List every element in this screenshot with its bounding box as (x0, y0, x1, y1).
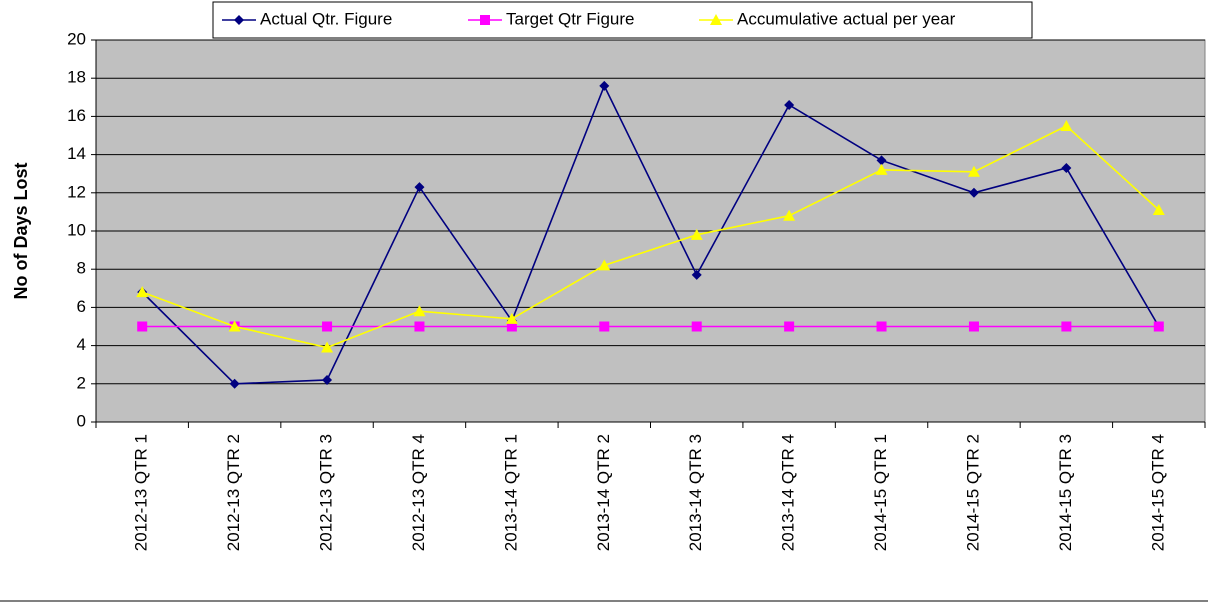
legend-label: Accumulative actual per year (737, 9, 956, 28)
x-tick-label: 2014-15 QTR 2 (963, 434, 982, 551)
y-axis-label: No of Days Lost (11, 162, 31, 299)
marker (480, 15, 490, 25)
marker (1061, 321, 1072, 332)
x-tick-label: 2012-13 QTR 4 (409, 434, 428, 551)
marker (1060, 119, 1073, 131)
marker (136, 286, 149, 298)
marker (414, 182, 425, 193)
series-line (141, 83, 1160, 385)
x-tick-label: 2012-13 QTR 2 (224, 434, 243, 551)
y-tick-label: 12 (67, 182, 86, 201)
marker (968, 187, 979, 198)
marker (599, 80, 610, 91)
x-tick-label: 2013-14 QTR 4 (779, 434, 798, 551)
x-tick-label: 2012-13 QTR 1 (132, 434, 151, 551)
marker (228, 320, 241, 332)
legend: Actual Qtr. Figure Target Qtr Figure Accum… (212, 1, 1033, 39)
marker (506, 321, 517, 332)
marker (876, 155, 887, 166)
y-tick-label: 2 (77, 373, 86, 392)
x-tick-label: 2013-14 QTR 2 (594, 434, 613, 551)
y-tick-label: 8 (77, 259, 86, 278)
legend-label: Target Qtr Figure (506, 9, 635, 28)
marker (784, 99, 795, 110)
marker (234, 15, 244, 25)
marker (599, 321, 610, 332)
marker (710, 14, 722, 25)
legend-box (212, 1, 1033, 39)
y-tick-label: 18 (67, 68, 86, 87)
y-tick-label: 6 (77, 297, 86, 316)
x-tick-label: 2013-14 QTR 1 (501, 434, 520, 551)
x-tick-label: 2014-15 QTR 3 (1056, 434, 1075, 551)
x-tick-label: 2014-15 QTR 4 (1148, 434, 1167, 551)
marker (783, 209, 796, 221)
marker (876, 321, 887, 332)
marker (505, 312, 518, 324)
marker (321, 341, 334, 353)
y-tick-label: 14 (67, 144, 86, 163)
marker (1153, 321, 1164, 332)
x-tick-label: 2013-14 QTR 3 (686, 434, 705, 551)
legend-label: Actual Qtr. Figure (260, 9, 392, 28)
marker (1061, 162, 1072, 173)
marker (967, 165, 980, 177)
y-tick-label: 16 (67, 106, 86, 125)
marker (691, 321, 702, 332)
y-tick-label: 20 (67, 29, 86, 48)
marker (322, 321, 333, 332)
marker (229, 378, 240, 389)
marker (690, 228, 703, 240)
y-tick-label: 10 (67, 220, 86, 239)
marker (414, 321, 425, 332)
marker (322, 374, 333, 385)
marker (691, 269, 702, 280)
marker (875, 163, 888, 175)
marker (413, 305, 426, 317)
marker (137, 321, 148, 332)
marker (784, 321, 795, 332)
marker (598, 259, 611, 271)
x-tick-label: 2012-13 QTR 3 (317, 434, 336, 551)
marker (1152, 203, 1165, 215)
x-tick-label: 2014-15 QTR 1 (871, 434, 890, 551)
marker (968, 321, 979, 332)
series-line (141, 124, 1160, 349)
y-tick-label: 0 (77, 411, 86, 430)
y-tick-label: 4 (77, 335, 86, 354)
